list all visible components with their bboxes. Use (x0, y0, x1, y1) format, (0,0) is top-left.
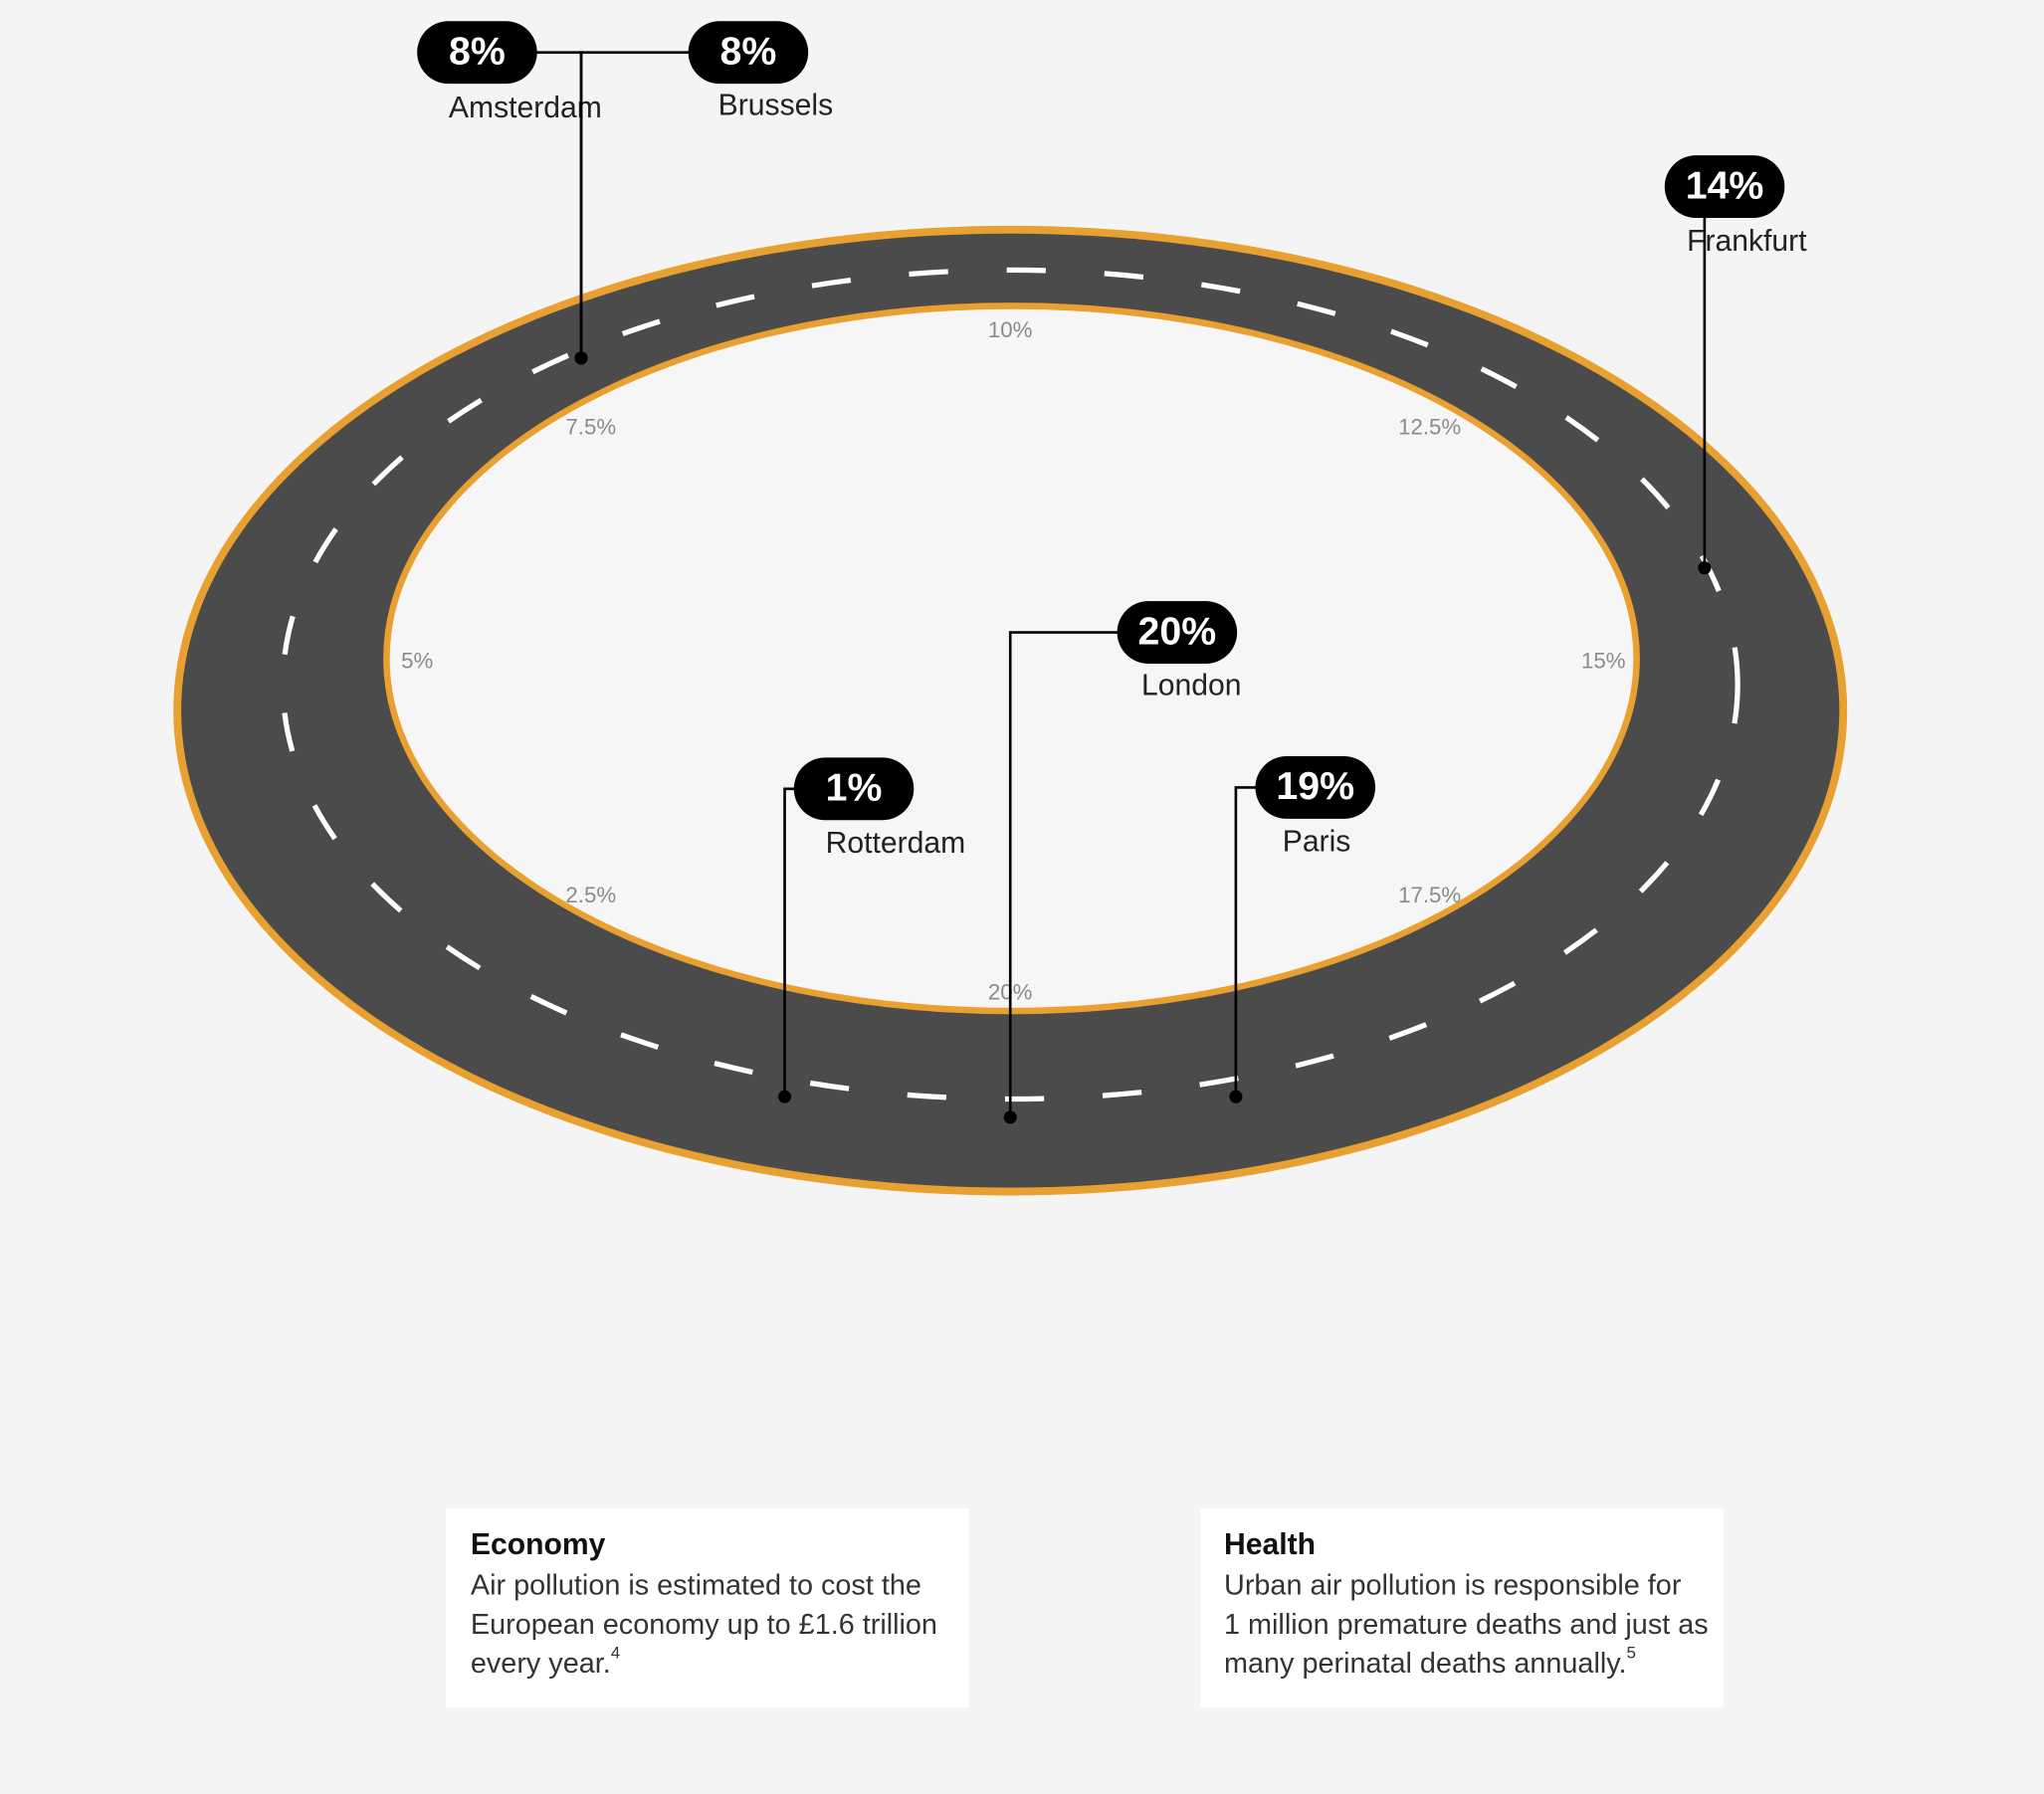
marker-dot (574, 351, 588, 365)
marker-dot (1229, 1090, 1243, 1103)
leader-line (1008, 631, 1121, 1117)
panels: Economy Air pollution is estimated to cos… (446, 1507, 1724, 1708)
panel-box (1200, 1507, 1724, 1708)
tick-label: 7.5% (565, 414, 616, 439)
panel-line: every year. (471, 1648, 611, 1680)
marker-dot (777, 1090, 792, 1103)
panel-text: many perinatal deaths annually.5 (1224, 1643, 1636, 1680)
panel-title: Health (1224, 1528, 1316, 1561)
tick-label: 12.5% (1398, 414, 1461, 439)
value-pill (1255, 756, 1375, 819)
tick-label: 15% (1581, 649, 1626, 674)
value-label: 8% (449, 29, 506, 73)
city-label: London (1141, 670, 1241, 702)
panel-line: many perinatal deaths annually. (1224, 1648, 1626, 1680)
value-pill (417, 21, 537, 85)
marker-dot (1698, 561, 1712, 575)
panel-line: Urban air pollution is responsible for (1224, 1569, 1682, 1601)
value-pill (793, 757, 915, 821)
value-pill (688, 21, 809, 85)
footnote: 4 (611, 1643, 620, 1662)
value-label: 8% (720, 29, 777, 73)
tick-label: 5% (401, 649, 433, 674)
value-label: 20% (1138, 609, 1217, 653)
tick-label: 2.5% (565, 883, 616, 907)
panel-line: 1 million premature deaths and just as (1224, 1608, 1709, 1640)
city-label: Amsterdam (449, 92, 602, 124)
tick-label: 17.5% (1398, 883, 1461, 907)
panel-text: every year.4 (471, 1643, 620, 1680)
leader-line (783, 787, 797, 1097)
value-pill (1664, 155, 1785, 219)
leader-line (1234, 786, 1259, 1097)
city-label: Paris (1283, 826, 1351, 859)
panel-text: European economy up to £1.6 trillion (471, 1608, 937, 1640)
value-label: 19% (1276, 764, 1354, 808)
city-label: Frankfurt (1687, 225, 1807, 258)
panel-title: Economy (471, 1528, 606, 1561)
panel-line: Air pollution is estimated to cost the (471, 1569, 921, 1601)
marker-dot (1003, 1110, 1017, 1124)
panel-text: 1 million premature deaths and just as (1224, 1608, 1709, 1640)
city-label: Rotterdam (826, 827, 966, 860)
value-label: 1% (826, 765, 883, 809)
panel-box (446, 1507, 969, 1708)
panel-line: European economy up to £1.6 trillion (471, 1608, 937, 1640)
value-pill (1117, 601, 1238, 665)
panel-text: Urban air pollution is responsible for (1224, 1569, 1682, 1601)
panel-text: Air pollution is estimated to cost the (471, 1569, 921, 1601)
tick-label: 10% (988, 317, 1033, 342)
city-label: Brussels (718, 90, 833, 122)
footnote: 5 (1627, 1643, 1636, 1662)
leader-line (579, 51, 692, 358)
value-label: 14% (1686, 163, 1764, 207)
